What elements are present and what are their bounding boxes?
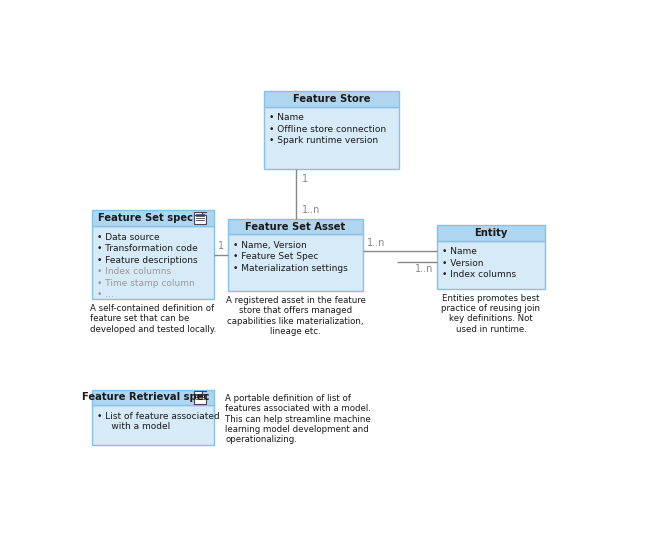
Text: • Name: • Name [269, 113, 304, 122]
Text: Entity: Entity [474, 228, 507, 238]
Text: Feature Retrieval spec: Feature Retrieval spec [82, 393, 209, 402]
Text: • Index columns: • Index columns [97, 268, 171, 276]
Text: • ...: • ... [97, 291, 113, 300]
Bar [438, 225, 544, 241]
Text: • Version: • Version [442, 258, 484, 268]
Bar [92, 210, 214, 226]
Text: 1: 1 [302, 174, 308, 184]
Text: Entities promotes best
practice of reusing join
key definitions. Not
used in run: Entities promotes best practice of reusi… [442, 294, 540, 334]
Text: Feature Set Asset: Feature Set Asset [246, 221, 346, 232]
Text: with a model: with a model [97, 422, 170, 431]
Text: • Name, Version: • Name, Version [233, 241, 307, 250]
Text: 1: 1 [218, 241, 224, 251]
Bar [194, 215, 206, 225]
Text: • List of feature associated: • List of feature associated [97, 412, 219, 421]
Bar [194, 394, 206, 403]
Text: • Offline store connection: • Offline store connection [269, 125, 386, 134]
Bar [264, 106, 399, 169]
Text: Feature Set spec: Feature Set spec [98, 213, 192, 223]
Text: • Feature Set Spec: • Feature Set Spec [233, 253, 318, 262]
Text: 1..n: 1..n [302, 204, 320, 215]
Text: • Index columns: • Index columns [442, 270, 517, 279]
Text: • Name: • Name [442, 247, 477, 256]
Bar [92, 226, 214, 299]
Text: 1..n: 1..n [367, 238, 386, 248]
Text: Feature Store: Feature Store [293, 94, 370, 104]
Text: 1..n: 1..n [415, 264, 433, 274]
Text: • Materialization settings: • Materialization settings [233, 264, 348, 273]
Bar [228, 219, 363, 234]
Text: • Feature descriptions: • Feature descriptions [97, 256, 197, 265]
Text: A registered asset in the feature
store that offers managed
capabilities like ma: A registered asset in the feature store … [225, 296, 366, 336]
Bar [194, 212, 202, 215]
Bar [194, 391, 202, 394]
Bar [228, 234, 363, 291]
Text: • Transformation code: • Transformation code [97, 244, 198, 253]
Text: A self-contained definition of
feature set that can be
developed and tested loca: A self-contained definition of feature s… [90, 304, 216, 334]
Text: • Spark runtime version: • Spark runtime version [269, 136, 378, 146]
Text: • Time stamp column: • Time stamp column [97, 279, 194, 288]
Text: A portable definition of list of
features associated with a model.
This can help: A portable definition of list of feature… [225, 394, 371, 445]
Text: • Data source: • Data source [97, 233, 159, 242]
Bar [92, 406, 214, 445]
Bar [92, 389, 214, 406]
Bar [438, 241, 544, 289]
Bar [264, 91, 399, 106]
